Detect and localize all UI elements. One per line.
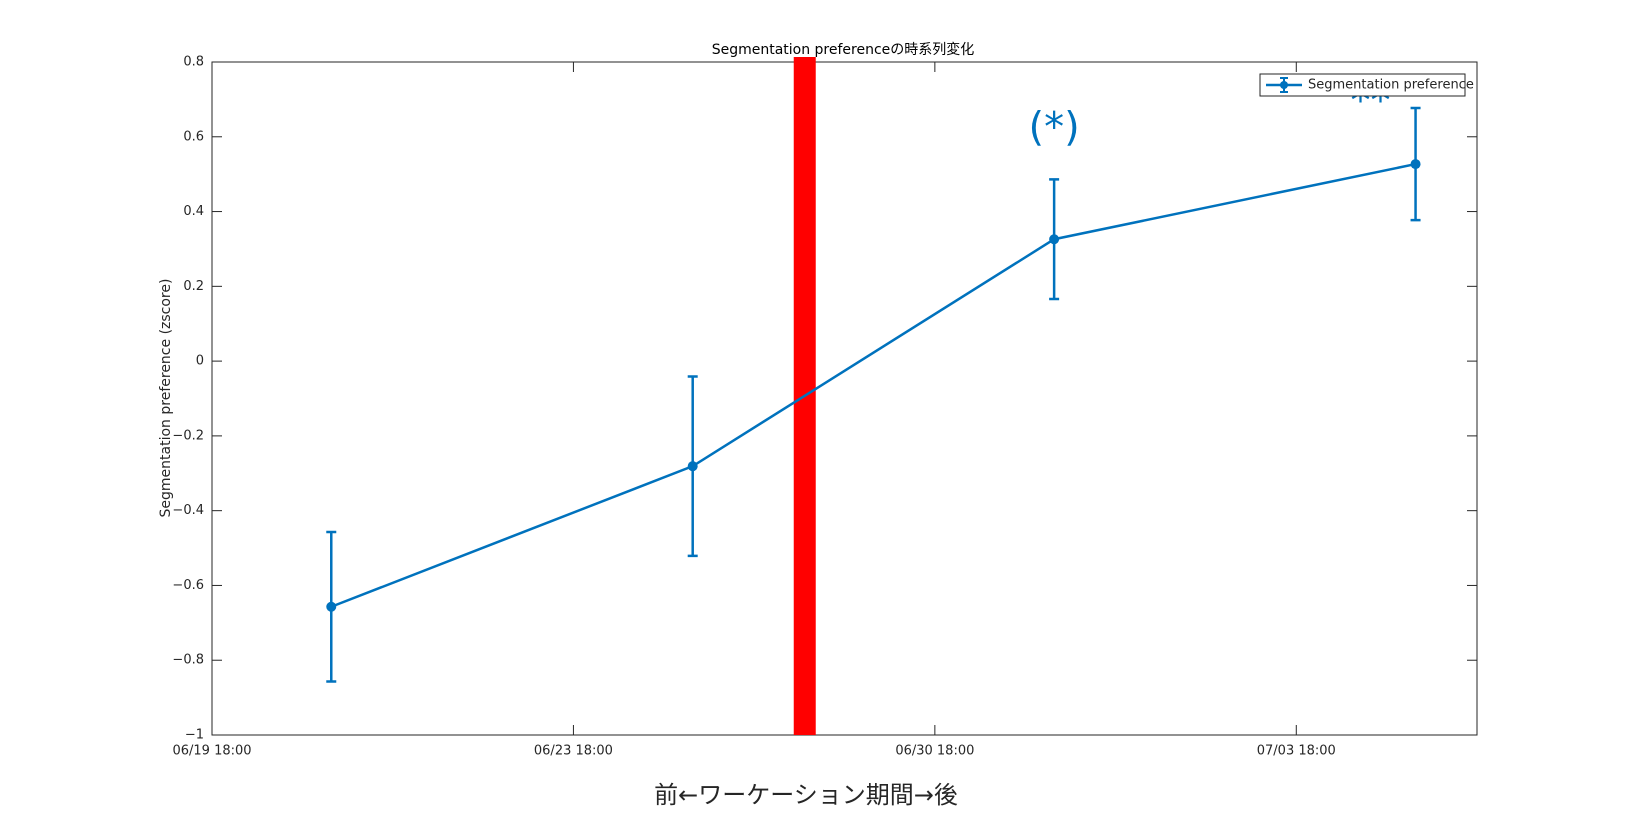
series-line [330,162,1416,608]
data-point [1049,234,1060,245]
data-point [1410,159,1421,170]
plot-frame [211,61,1478,736]
data-point [326,601,337,612]
y-tick-label: −0.2 [172,428,204,443]
y-tick-label: 0.4 [183,204,204,219]
y-axis-label: Segmentation preference (zscore) [158,279,174,518]
chart-title: Segmentation preferenceの時系列変化 [712,41,975,58]
y-tick-label: −0.4 [172,503,204,518]
x-tick-label: 06/30 18:00 [895,744,974,759]
data-point [687,461,698,472]
y-tick-label: −0.6 [172,578,204,593]
y-tick-label: −0.8 [172,653,204,668]
y-tick-label: 0 [196,354,204,369]
y-tick-label: 0.6 [183,129,204,144]
x-axis-label: 前←ワーケーション期間→後 [654,781,958,809]
y-tick-label: 0.8 [183,55,204,70]
legend-label: Segmentation preference [1308,78,1474,93]
x-tick-label: 06/19 18:00 [172,744,251,759]
significance-label: (*) [1029,104,1080,150]
y-tick-label: 0.2 [183,279,204,294]
x-tick-label: 07/03 18:00 [1257,744,1336,759]
legend-box [1259,73,1466,97]
y-tick-label: −1 [185,728,204,743]
x-tick-label: 06/23 18:00 [534,744,613,759]
legend-marker [1280,81,1288,89]
